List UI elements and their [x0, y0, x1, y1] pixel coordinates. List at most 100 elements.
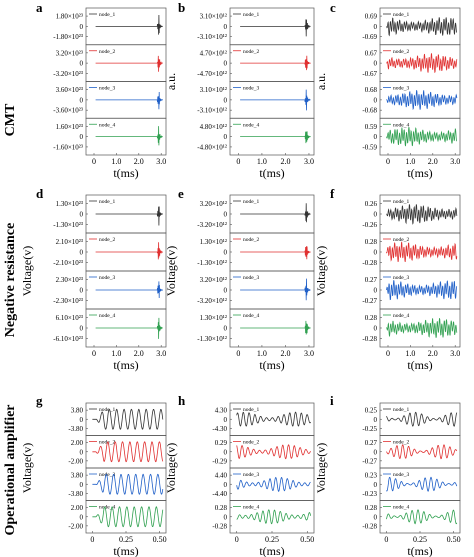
series-line-node_3 — [386, 476, 458, 492]
subplot-node_4: 2.000-2.00 node_4 — [68, 500, 167, 534]
panel-e: e Voltage(v) 3.20×10¹² 0 -3.20×10¹² node_1 1.3… — [164, 186, 315, 372]
x-axis-label: t(ms) — [113, 166, 138, 180]
subplot-node_4: 0.280-0.28 node_4 — [212, 500, 315, 534]
legend-label: node_1 — [99, 12, 115, 18]
subplot-node_3: 2.30×10²³ 0 -2.30×10²³ node_3 — [53, 270, 167, 310]
subplot-node_1: 0.26 0 -0.26 node_1 — [362, 194, 461, 234]
y-tick-label: -1.80×10²³ — [53, 33, 83, 41]
series-line-node_4 — [386, 127, 457, 147]
panel-f: f Voltage(v) 0.26 0 -0.26 node_1 0.28 0 -0.28 nod… — [314, 186, 461, 372]
legend-label: node_3 — [243, 86, 259, 92]
series-line-node_2 — [386, 444, 458, 460]
y-tick-label: 0.27 — [365, 439, 378, 447]
y-tick-label: 0.25 — [365, 407, 378, 415]
legend-label: node_3 — [393, 275, 409, 281]
subplot-node_4: 4.80×10¹² 0 -4.80×10¹² node_4 — [197, 117, 315, 156]
x-tick-label: 2.0 — [428, 157, 438, 166]
subplot-node_1: 3.10×10¹² 0 -3.10×10¹² node_1 — [197, 7, 315, 46]
x-tick-label: 0.25 — [413, 535, 427, 544]
y-tick-label: 0 — [224, 325, 228, 333]
x-tick-label: 3.0 — [450, 157, 460, 166]
y-tick-label: 0 — [374, 325, 378, 333]
y-tick-label: 2.00 — [71, 439, 84, 447]
y-tick-label: 0 — [374, 133, 378, 141]
x-tick-label: 0 — [92, 349, 96, 358]
legend-label: node_4 — [243, 313, 259, 319]
subplot-node_1: 1.80×10²³ 0 -1.80×10²³ node_1 — [53, 7, 167, 46]
y-tick-label: 0 — [374, 448, 378, 456]
y-tick-label: 1.80×10²³ — [56, 13, 83, 21]
series-line-node_3 — [240, 278, 311, 301]
y-tick-label: 0 — [224, 481, 228, 489]
legend-label: node_4 — [243, 122, 259, 128]
y-tick-label: -3.20×10¹² — [197, 297, 227, 305]
y-tick-label: 0.26 — [365, 200, 378, 208]
panel-letter: d — [36, 186, 44, 201]
y-tick-label: -0.69 — [362, 33, 377, 41]
y-tick-label: 0.28 — [365, 504, 378, 512]
series-line-node_1 — [240, 19, 311, 37]
x-axis-label: t(ms) — [407, 544, 432, 557]
subplot-node_3: 3.20×10¹² 0 -3.20×10¹² node_3 — [197, 270, 315, 310]
legend-label: node_2 — [243, 49, 259, 55]
subplot-node_4: 0.59 0 -0.59 node_4 — [362, 117, 461, 156]
legend-label: node_2 — [393, 49, 409, 55]
x-tick-label: 2.0 — [134, 157, 144, 166]
subplot-node_1: 0.250-0.25 node_1 — [362, 402, 461, 436]
y-tick-label: -1.30×10²³ — [53, 221, 83, 229]
panel-b: b a.u. 3.10×10¹² 0 -3.10×10¹² node_1 4.70×10¹²… — [164, 0, 315, 180]
series-line-node_3 — [92, 473, 164, 495]
x-tick-label: 1.0 — [111, 349, 121, 358]
y-tick-label: -3.80 — [68, 425, 83, 433]
y-tick-label: 0.68 — [365, 86, 378, 94]
x-tick-label: 0.25 — [119, 535, 133, 544]
legend-label: node_3 — [243, 275, 259, 281]
y-tick-label: 2.30×10²³ — [56, 276, 83, 284]
y-tick-label: -3.80 — [68, 490, 83, 498]
x-tick-label: 3.0 — [450, 349, 460, 358]
y-tick-label: -4.30 — [212, 425, 227, 433]
x-tick-label: 0 — [386, 349, 390, 358]
legend-label: node_2 — [243, 440, 259, 446]
legend-label: node_1 — [243, 407, 259, 413]
y-tick-label: 2.00 — [71, 504, 84, 512]
y-tick-label: 0 — [224, 448, 228, 456]
panel-i: iVoltage(v)0.250-0.25node_10.270-0.27nod… — [314, 393, 461, 557]
y-tick-label: -0.25 — [362, 425, 377, 433]
y-tick-label: 1.60×10²³ — [56, 123, 83, 131]
panel-letter: h — [178, 393, 186, 408]
subplot-node_1: 4.300-4.30 node_1 — [212, 402, 315, 436]
x-tick-label: 0 — [384, 535, 388, 544]
subplot-node_3: 0.230-0.23 node_3 — [362, 467, 461, 501]
subplot-node_4: 1.60×10²³ 0 -1.60×10²³ node_4 — [53, 117, 167, 156]
series-line-node_4 — [240, 131, 311, 144]
y-tick-label: 1.30×10²³ — [56, 200, 83, 208]
y-tick-label: 0 — [80, 249, 84, 257]
legend-label: node_1 — [99, 199, 115, 205]
x-axis-label: t(ms) — [113, 358, 138, 372]
series-line-node_3 — [95, 91, 163, 110]
subplot-node_4: 0.280-0.28 node_4 — [362, 500, 461, 534]
subplot-node_2: 4.70×10¹² 0 -4.70×10¹² node_2 — [197, 44, 315, 82]
x-tick-label: 2.0 — [280, 349, 290, 358]
series-line-node_1 — [95, 14, 163, 35]
series-line-node_1 — [386, 17, 458, 37]
panel-a: a 1.80×10²³ 0 -1.80×10²³ node_1 3.20×10²³ 0 -3.… — [36, 0, 167, 180]
x-tick-label: 3.0 — [156, 157, 166, 166]
y-tick-label: 3.20×10¹² — [200, 276, 227, 284]
y-axis-label: Voltage(v) — [164, 443, 178, 493]
y-tick-label: 3.60×10²³ — [56, 86, 83, 94]
legend-label: node_1 — [393, 407, 409, 413]
y-tick-label: -0.27 — [362, 457, 377, 465]
y-tick-label: 0 — [224, 60, 228, 68]
y-tick-label: 0 — [224, 287, 228, 295]
row-title-negative-resistance: Negative resistance — [3, 223, 18, 337]
y-tick-label: -0.27 — [362, 297, 377, 305]
y-tick-label: 0 — [374, 287, 378, 295]
panel-letter: a — [36, 0, 43, 15]
y-tick-label: -3.10×10¹² — [197, 107, 227, 115]
x-tick-label: 0.50 — [153, 535, 167, 544]
series-line-node_2 — [236, 444, 311, 460]
subplot-node_2: 0.290-0.29 node_2 — [212, 435, 315, 469]
